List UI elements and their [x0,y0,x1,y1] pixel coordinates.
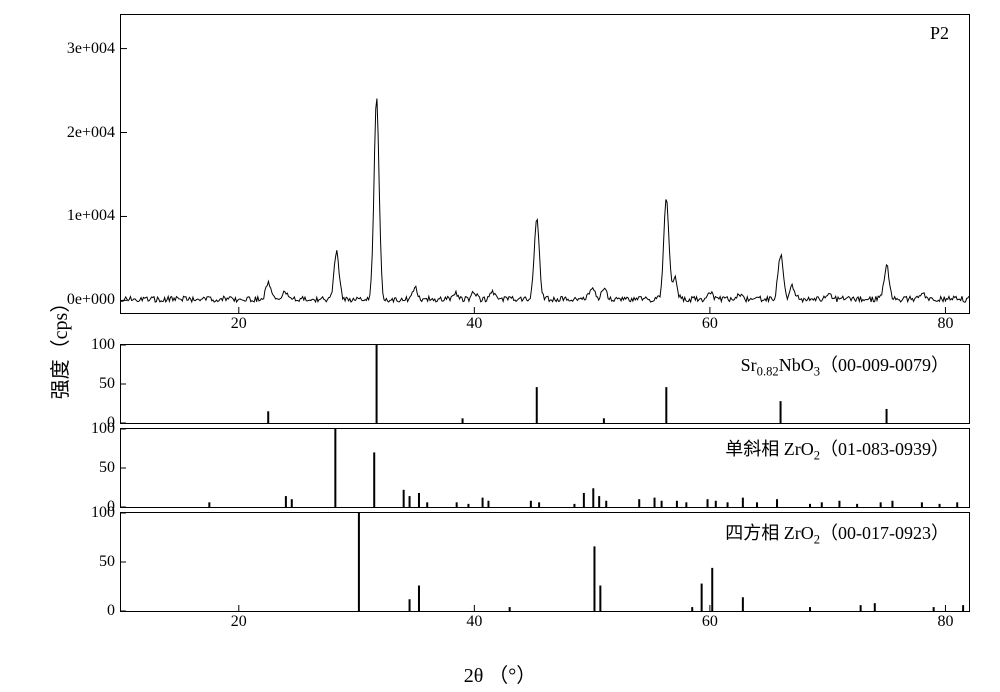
xtick-label: 80 [937,611,953,631]
ytick-label: 50 [99,375,121,393]
panel-ref1: Sr0.82NbO3（00-009-0079） 050100 [120,344,970,424]
xtick-label: 80 [937,313,953,333]
xtick-label: 20 [231,313,247,333]
ytick-label: 1e+004 [67,207,121,225]
xtick-label: 60 [702,611,718,631]
ytick-label: 3e+004 [67,40,121,58]
ytick-label: 2e+004 [67,124,121,142]
ytick-label: 50 [99,459,121,477]
xtick-label: 40 [466,313,482,333]
panel-ref3: 四方相 ZrO2（00-017-0923） 05010020406080 [120,512,970,612]
ytick-label: 0 [107,602,121,620]
panel-ref2: 单斜相 ZrO2（01-083-0939） 050100 [120,428,970,508]
panel-stack: P2 0e+0001e+0042e+0043e+00420406080 Sr0.… [120,14,970,654]
ytick-label: 0e+000 [67,291,121,309]
xrd-figure: 强度（cps） 2θ （°） P2 0e+0001e+0042e+0043e+0… [0,0,1000,692]
ytick-label: 100 [91,504,121,522]
xtick-label: 60 [702,313,718,333]
ytick-label: 100 [91,420,121,438]
ytick-label: 50 [99,553,121,571]
ytick-label: 100 [91,336,121,354]
xtick-label: 20 [231,611,247,631]
x-axis-label: 2θ （°） [464,659,537,688]
panel-main-xrd: P2 0e+0001e+0042e+0043e+00420406080 [120,14,970,314]
xtick-label: 40 [466,611,482,631]
